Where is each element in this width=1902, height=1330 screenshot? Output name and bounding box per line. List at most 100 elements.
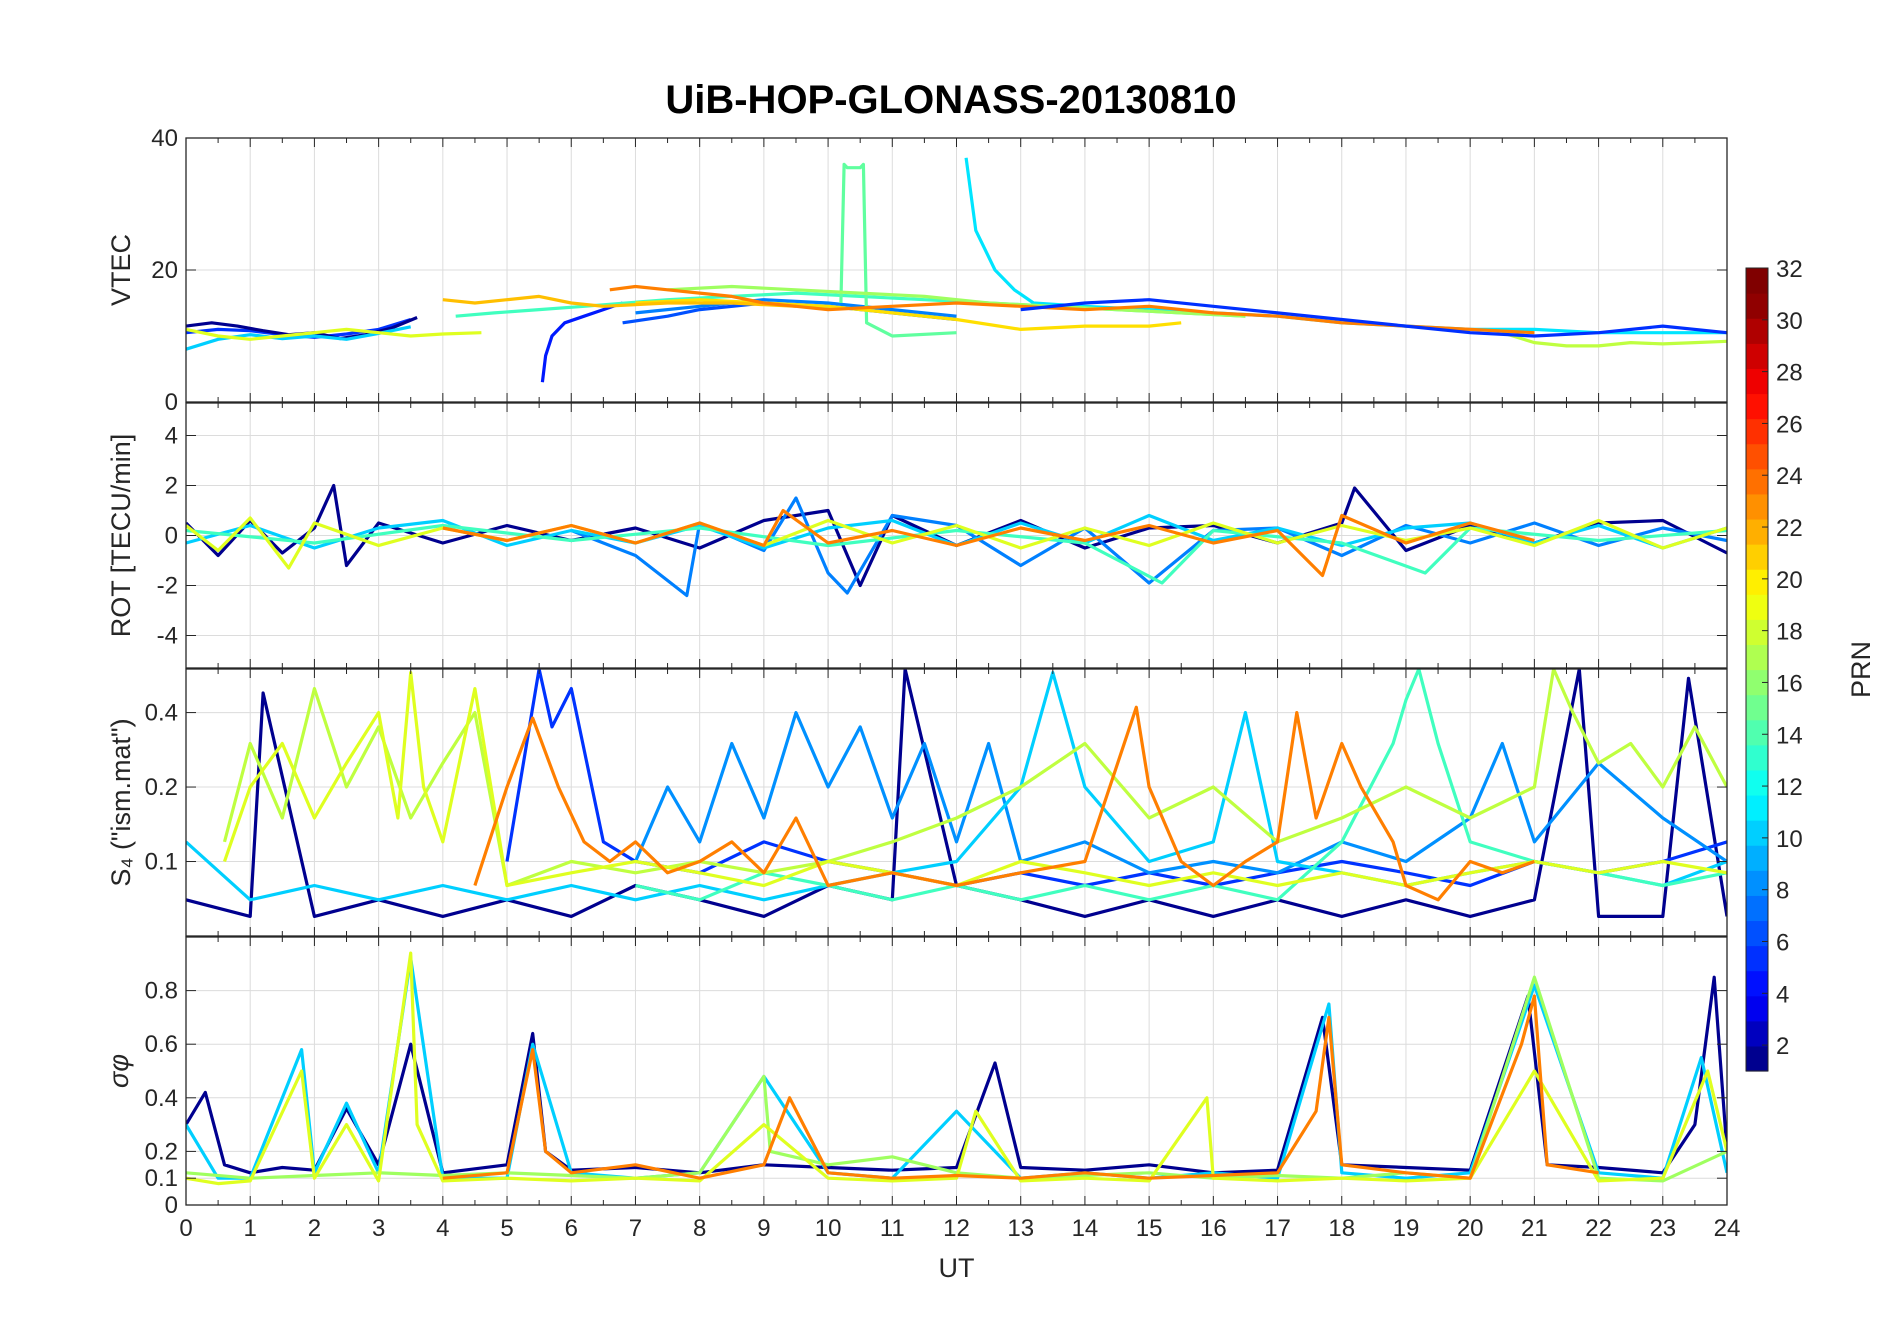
colorbar-segment [1746,895,1768,922]
colorbar-tick-label: 10 [1776,826,1803,853]
y-tick-label: -4 [157,623,178,650]
y-tick-label: 0.1 [145,849,178,876]
x-tick-label: 7 [629,1215,642,1242]
series-line-prn-17 [839,162,957,338]
x-tick-label: 20 [1457,1215,1484,1242]
colorbar-segment [1746,945,1768,972]
colorbar-tick-label: 30 [1776,308,1803,335]
y-tick-label: 2 [165,473,178,500]
x-tick-label: 21 [1521,1215,1548,1242]
series-line-prn-16 [635,669,1727,902]
series-line-prn-20 [186,327,482,341]
colorbar-segment [1746,343,1768,369]
colorbar-segment [1746,769,1768,796]
colorbar-segment [1746,594,1768,620]
x-tick-label: 6 [565,1215,578,1242]
colorbar-segment [1746,418,1768,445]
y-tick-label: 40 [151,125,178,152]
series-line-prn-16 [186,523,1727,585]
y-tick-label: 20 [151,257,178,284]
series-line-prn-19 [222,669,1727,888]
colorbar-segment [1746,920,1768,947]
colorbar-segment [1746,845,1768,871]
colorbar-frame [1745,267,1769,1072]
colorbar-label: PRN [1846,641,1876,698]
x-axis-label: UT [939,1253,975,1283]
colorbar-tick-label: 12 [1776,774,1803,801]
series-line-prn-3 [540,301,624,383]
colorbar-tick-label: 26 [1776,411,1803,438]
x-tick-label: 4 [436,1215,449,1242]
colorbar-segment [1746,619,1768,645]
colorbar-segment [1746,669,1768,696]
colorbar-segment [1746,468,1768,495]
x-tick-label: 18 [1328,1215,1355,1242]
colorbar-segment [1746,644,1768,671]
series-line-prn-24 [442,994,1599,1180]
y-tick-label: 0.8 [145,978,178,1005]
colorbar-tick-label: 18 [1776,619,1803,646]
colorbar-segment [1746,1045,1768,1072]
y-tick-label: 0 [165,1192,178,1219]
y-tick-label: 0.1 [145,1165,178,1192]
y-tick-label: 0 [165,389,178,416]
colorbar-segment [1746,744,1768,771]
colorbar-segment [1746,293,1768,319]
colorbar-segment [1746,970,1768,997]
series-line-prn-8 [635,298,957,318]
y-axis-label: ROT [TECU/min] [106,434,136,638]
colorbar-segment [1746,694,1768,721]
colorbar-segment [1746,1020,1768,1047]
y-tick-label: 0.4 [145,1085,178,1112]
x-tick-label: 22 [1585,1215,1612,1242]
x-tick-label: 13 [1007,1215,1034,1242]
x-tick-label: 0 [179,1215,192,1242]
series-line-prn-19 [1501,331,1727,348]
colorbar-segment [1746,569,1768,595]
y-tick-label: 4 [165,423,178,450]
colorbar-segment [1746,368,1768,395]
colorbar-tick-label: 2 [1776,1033,1789,1060]
x-tick-label: 16 [1200,1215,1227,1242]
colorbar-segment [1746,820,1768,846]
panel-vtec: 0 20 40 VTEC [106,125,1728,416]
colorbar-tick-label: 20 [1776,567,1803,594]
panel-s4: 0.1 0.2 0.4 S₄ ("ism.mat") [106,668,1728,937]
series-line-prn-18 [667,284,1246,318]
x-tick-label: 12 [943,1215,970,1242]
x-tick-label: 8 [693,1215,706,1242]
chart-title: UiB-HOP-GLONASS-20130810 [665,78,1236,122]
y-tick-label: 0 [165,523,178,550]
colorbar-segment [1746,268,1768,294]
y-axis-label: VTEC [106,234,136,306]
series-group [186,669,1727,919]
series-line-prn-20 [186,951,1727,1186]
colorbar-tick-label: 32 [1776,256,1803,283]
x-tick-label: 3 [372,1215,385,1242]
colorbar-tick-label: 22 [1776,515,1803,542]
colorbar-segment [1746,870,1768,896]
x-tick-label: 14 [1072,1215,1099,1242]
colorbar-tick-label: 8 [1776,878,1789,905]
colorbar-tick-label: 28 [1776,360,1803,387]
colorbar-tick-label: 14 [1776,722,1803,749]
x-tick-label: 5 [500,1215,513,1242]
y-tick-label: 0.2 [145,774,178,801]
colorbar-tick-label: 6 [1776,929,1789,956]
x-tick-label: 11 [880,1215,905,1242]
x-tick-label: 10 [815,1215,842,1242]
y-axis-label: S₄ ("ism.mat") [106,718,136,886]
x-tick-label: 9 [757,1215,770,1242]
x-tick-label: 1 [244,1215,257,1242]
series-line-prn-24 [442,508,1535,578]
series-line-prn-22 [442,294,797,308]
colorbar-segment [1746,794,1768,821]
y-tick-label: 0.6 [145,1031,178,1058]
x-tick-label: 23 [1649,1215,1676,1242]
series-line-prn-24 [609,284,1535,335]
x-tick-label: 2 [308,1215,321,1242]
